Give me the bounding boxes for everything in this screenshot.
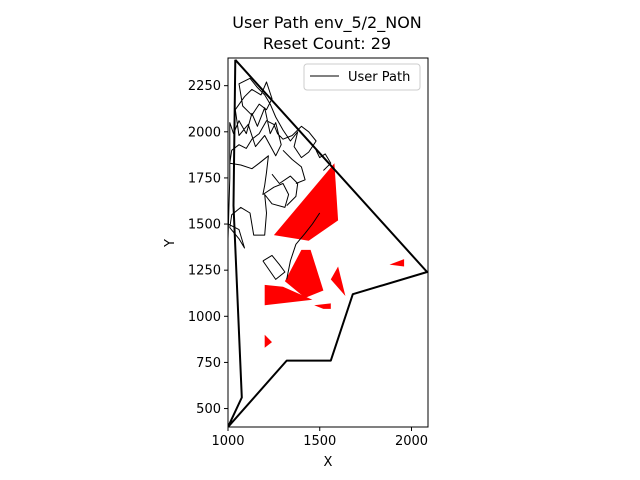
- user-path-segment-4: [282, 149, 306, 184]
- y-tick-label: 1000: [188, 310, 221, 325]
- x-tick-label: 2000: [395, 434, 428, 449]
- obstacle-6: [389, 259, 405, 267]
- obstacle-5: [314, 303, 331, 309]
- obstacle-1: [273, 163, 339, 241]
- y-tick-label: 750: [196, 356, 221, 371]
- y-tick-label: 1250: [188, 264, 221, 279]
- plot-area: [228, 59, 428, 427]
- y-axis: 500 750 1000 1250 1500 1750 2000 2250: [188, 79, 228, 417]
- y-axis-label: Y: [163, 239, 178, 248]
- user-path-segment-5: [315, 150, 332, 171]
- y-tick-label: 2000: [188, 125, 221, 140]
- legend-label: User Path: [348, 70, 410, 85]
- legend-box: [303, 63, 421, 91]
- obstacle-2: [284, 249, 324, 298]
- chart-title-line2: Reset Count: 29: [263, 34, 391, 53]
- x-axis-label: X: [324, 455, 333, 470]
- user-path-segment-1: [262, 254, 286, 280]
- environment-boundary: [228, 59, 428, 427]
- axes-frame: [227, 57, 429, 428]
- y-tick-label: 1500: [188, 218, 221, 233]
- user-path-segment-2: [286, 212, 321, 280]
- user-path-segment-3: [271, 173, 299, 206]
- x-axis: 1000 1500 2000: [211, 427, 428, 449]
- y-tick-label: 2250: [188, 79, 221, 94]
- obstacle-4: [330, 266, 346, 296]
- legend: User Path: [303, 63, 421, 91]
- obstacle-7: [264, 334, 272, 348]
- x-tick-label: 1500: [303, 434, 336, 449]
- y-tick-label: 1750: [188, 171, 221, 186]
- user-path-line: [228, 77, 317, 249]
- obstacle-3: [264, 284, 313, 306]
- chart-title-line1: User Path env_5/2_NON: [232, 13, 422, 33]
- x-tick-label: 1000: [211, 434, 244, 449]
- y-tick-label: 500: [196, 402, 221, 417]
